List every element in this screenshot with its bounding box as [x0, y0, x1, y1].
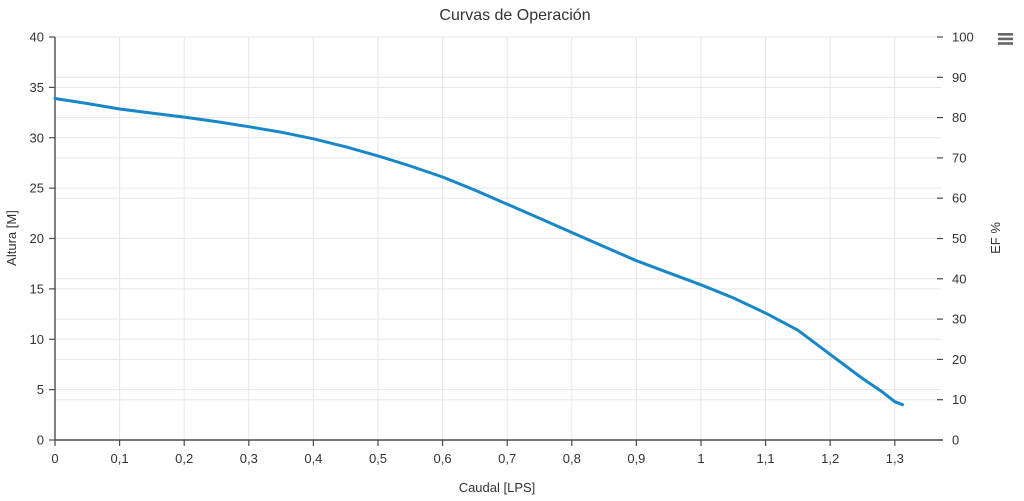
left-y-tick-label: 10 [30, 332, 44, 347]
left-y-tick-label: 40 [30, 30, 44, 45]
x-tick-label: 0,6 [434, 451, 452, 466]
x-tick-label: 0,1 [111, 451, 129, 466]
x-tick-label: 1,2 [821, 451, 839, 466]
context-menu-button[interactable] [994, 29, 1018, 51]
right-y-tick-label: 80 [952, 110, 966, 125]
right-y-tick-label: 10 [952, 392, 966, 407]
left-y-tick-label: 15 [30, 281, 44, 296]
x-tick-label: 1,3 [886, 451, 904, 466]
right-y-tick-label: 60 [952, 191, 966, 206]
left-y-tick-label: 35 [30, 80, 44, 95]
right-y-tick-label: 30 [952, 312, 966, 327]
x-tick-label: 0,4 [304, 451, 322, 466]
left-y-tick-label: 5 [37, 382, 44, 397]
x-tick-label: 0,5 [369, 451, 387, 466]
x-tick-label: 0,3 [240, 451, 258, 466]
tick-marks [49, 36, 943, 446]
chart-title: Curvas de Operación [439, 7, 590, 24]
left-y-tick-label: 30 [30, 130, 44, 145]
right-y-tick-label: 0 [952, 433, 959, 448]
right-y-tick-label: 70 [952, 150, 966, 165]
right-y-tick-label: 100 [952, 30, 974, 45]
right-y-tick-label: 40 [952, 271, 966, 286]
x-tick-label: 0 [51, 451, 58, 466]
right-y-axis-title: EF % [988, 222, 1003, 254]
left-y-axis-title: Altura [M] [4, 210, 19, 266]
right-y-tick-label: 20 [952, 352, 966, 367]
x-tick-label: 1 [697, 451, 704, 466]
altura-curve [53, 97, 904, 407]
left-y-tick-label: 20 [30, 231, 44, 246]
x-axis-title: Caudal [LPS] [459, 480, 536, 495]
tick-labels: 0 0,1 0,2 0,3 0,4 0,5 0,6 0,7 0,8 0,9 1 1,1 1,2 1,3 0 5… [30, 30, 974, 467]
left-y-tick-label: 25 [30, 181, 44, 196]
grid-lines [55, 36, 941, 440]
x-tick-label: 0,7 [498, 451, 516, 466]
left-y-tick-label: 0 [37, 433, 44, 448]
right-y-tick-label: 90 [952, 70, 966, 85]
x-tick-label: 0,8 [563, 451, 581, 466]
x-tick-label: 0,2 [175, 451, 193, 466]
series-curve [53, 97, 904, 407]
x-tick-label: 0,9 [627, 451, 645, 466]
right-y-tick-label: 50 [952, 231, 966, 246]
hamburger-menu-icon [998, 33, 1013, 45]
x-tick-label: 1,1 [757, 451, 775, 466]
